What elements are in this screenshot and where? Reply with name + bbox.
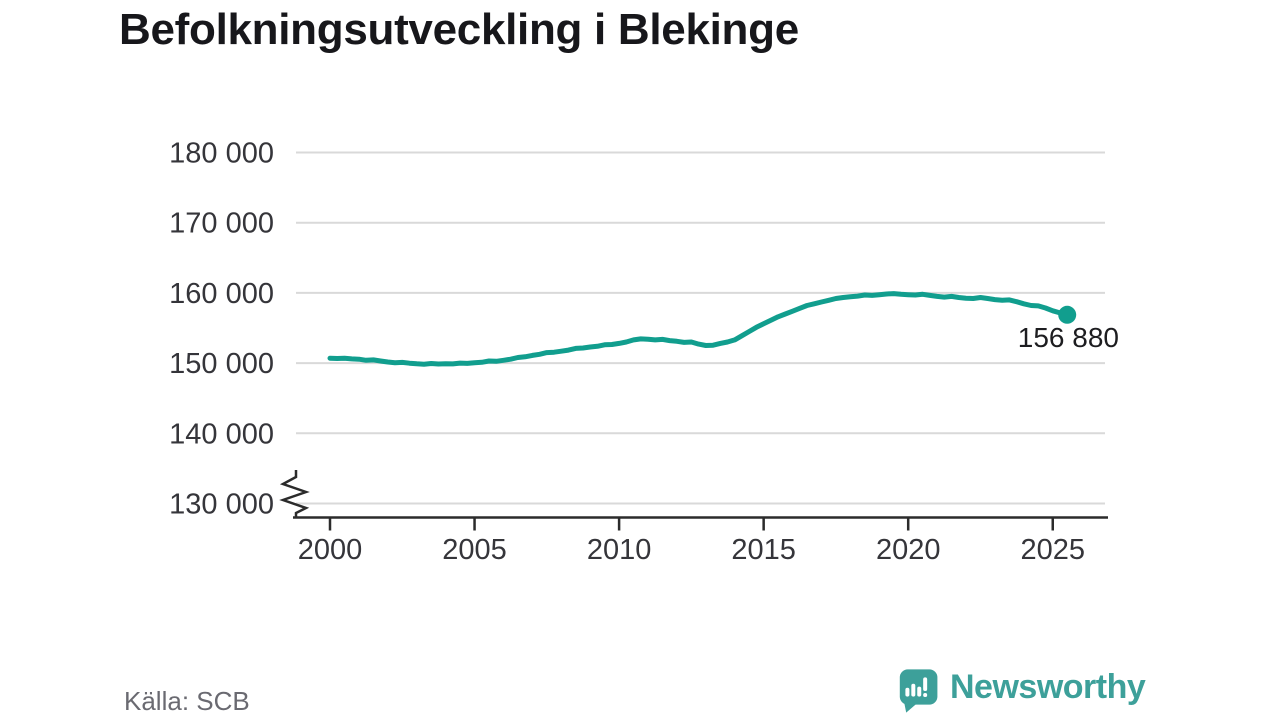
y-axis-tick-label: 180 000	[169, 138, 274, 170]
x-axis-tick-label: 2010	[587, 534, 652, 566]
last-point-marker	[1058, 305, 1077, 324]
x-axis-tick-label: 2005	[442, 534, 507, 566]
chart-title: Befolkningsutveckling i Blekinge	[119, 5, 799, 54]
y-axis-tick-label: 160 000	[169, 278, 274, 310]
newsworthy-logo-text: Newsworthy	[950, 668, 1146, 706]
x-axis-tick-label: 2020	[876, 534, 941, 566]
y-axis-tick-label: 140 000	[169, 418, 274, 450]
y-axis-tick-label: 170 000	[169, 208, 274, 240]
x-axis-tick-label: 2000	[298, 534, 363, 566]
logo-bar-chart-glyph	[905, 677, 928, 697]
last-value-label: 156 880	[1018, 322, 1119, 353]
y-axis-tick-label: 150 000	[169, 348, 274, 380]
population-line	[327, 291, 1070, 367]
newsworthy-speech-bubble-bar-chart-icon	[899, 669, 938, 713]
y-axis-break-icon	[279, 470, 310, 517]
newsworthy-logo: Newsworthy	[899, 663, 1146, 719]
x-axis-tick-label: 2015	[731, 534, 796, 566]
y-axis-tick-label: 130 000	[169, 489, 274, 521]
source-label: Källa: SCB	[124, 686, 250, 716]
x-axis-tick-label: 2025	[1020, 534, 1085, 566]
